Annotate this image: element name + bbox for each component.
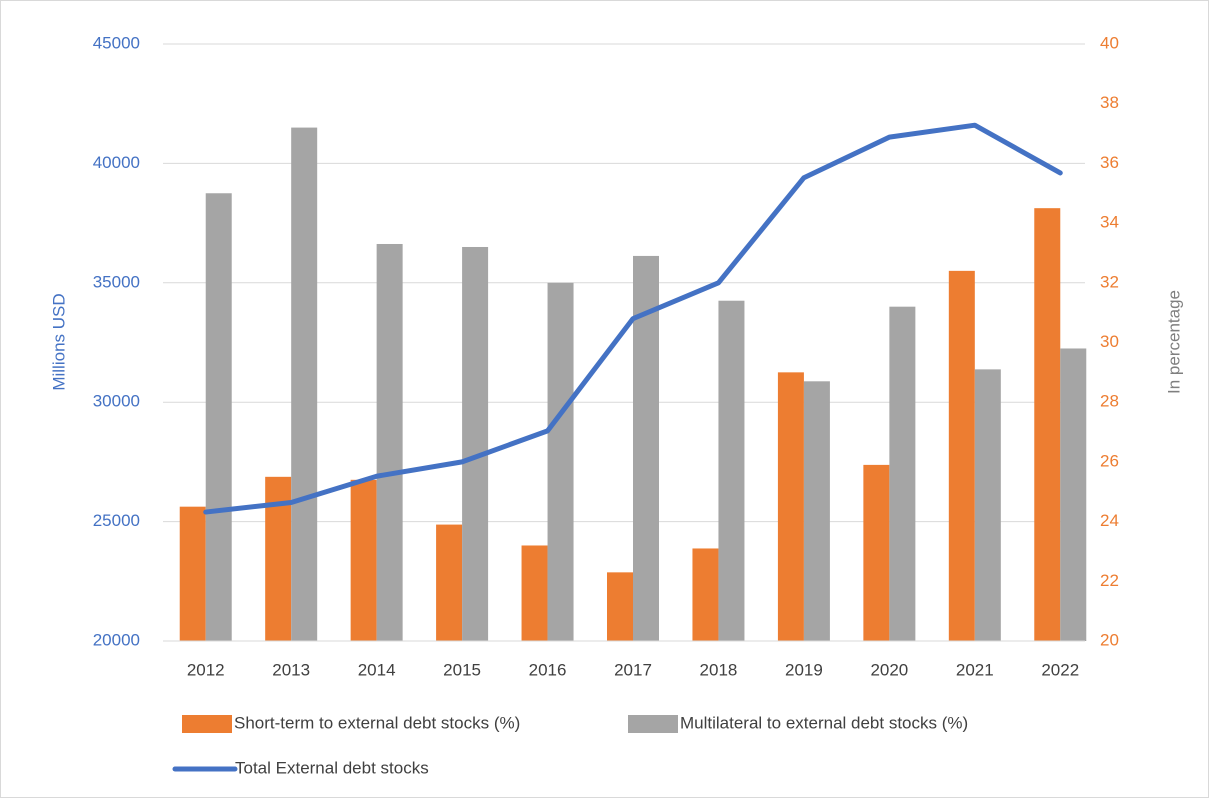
bar — [376, 243, 403, 641]
legend-label: Multilateral to external debt stocks (%) — [680, 713, 968, 732]
bar — [462, 246, 489, 642]
x-tick-label: 2014 — [358, 660, 396, 679]
x-tick-label: 2021 — [956, 660, 994, 679]
y2-tick-label: 26 — [1100, 451, 1119, 470]
y2-axis-title: In percentage — [1164, 290, 1183, 394]
bar — [350, 479, 377, 641]
x-tick-label: 2018 — [700, 660, 738, 679]
y2-tick-label: 38 — [1100, 93, 1119, 112]
x-tick-label: 2016 — [529, 660, 567, 679]
y-tick-label: 45000 — [93, 33, 140, 52]
bar — [1034, 208, 1061, 642]
bar — [692, 548, 719, 641]
y2-tick-label: 28 — [1100, 392, 1119, 411]
y-tick-label: 20000 — [93, 630, 140, 649]
bar — [436, 524, 463, 641]
bar — [974, 369, 1001, 641]
x-tick-label: 2022 — [1041, 660, 1079, 679]
y2-tick-label: 30 — [1100, 332, 1119, 351]
x-tick-label: 2013 — [272, 660, 310, 679]
y2-tick-label: 40 — [1100, 33, 1119, 52]
bar — [1060, 348, 1087, 641]
y-tick-label: 25000 — [93, 511, 140, 530]
x-tick-label: 2012 — [187, 660, 225, 679]
y-tick-label: 35000 — [93, 272, 140, 291]
y2-tick-label: 20 — [1100, 630, 1119, 649]
y2-tick-label: 32 — [1100, 272, 1119, 291]
y2-tick-label: 34 — [1100, 213, 1119, 232]
x-tick-label: 2020 — [870, 660, 908, 679]
bar — [179, 506, 206, 641]
bar — [633, 255, 659, 641]
bar — [777, 372, 804, 641]
y2-tick-label: 36 — [1100, 153, 1119, 172]
y-tick-label: 40000 — [93, 153, 140, 172]
legend-label: Short-term to external debt stocks (%) — [234, 713, 520, 732]
y2-tick-label: 22 — [1100, 571, 1119, 590]
bar — [948, 270, 975, 641]
x-tick-label: 2017 — [614, 660, 652, 679]
bar — [863, 464, 890, 641]
bar — [889, 306, 916, 641]
y2-tick-label: 24 — [1100, 511, 1119, 530]
line — [203, 122, 1063, 515]
bar — [205, 193, 232, 641]
bar — [547, 282, 574, 641]
legend-label: Total External debt stocks — [235, 758, 429, 777]
bar — [521, 545, 548, 641]
x-tick-label: 2019 — [785, 660, 823, 679]
y-axis-title: Millions USD — [49, 293, 68, 390]
legend-swatch — [628, 715, 678, 733]
legend-swatch — [182, 715, 232, 733]
y-tick-label: 30000 — [93, 392, 140, 411]
bar — [718, 300, 745, 641]
bar — [607, 572, 633, 641]
bar — [803, 381, 830, 641]
bar — [291, 127, 318, 641]
x-tick-label: 2015 — [443, 660, 481, 679]
